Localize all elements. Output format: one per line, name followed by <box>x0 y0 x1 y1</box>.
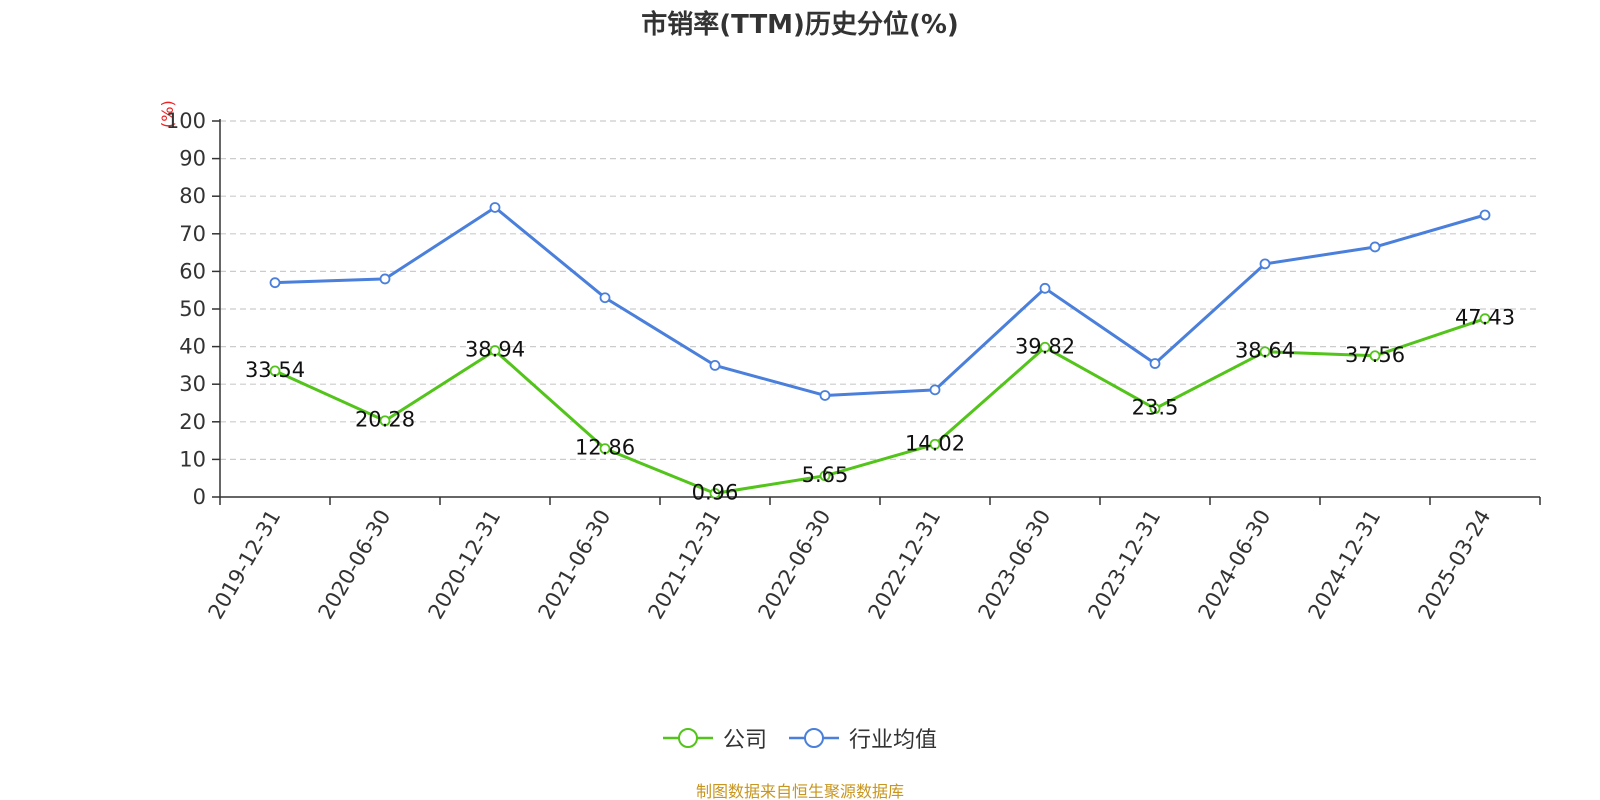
y-tick-label: 40 <box>179 335 206 359</box>
legend-label-industry-avg: 行业均值 <box>849 728 938 753</box>
data-label: 39.82 <box>1015 334 1075 358</box>
x-tick-label: 2022-06-30 <box>754 506 836 624</box>
data-point <box>1369 241 1381 253</box>
data-point <box>929 384 941 396</box>
x-tick-label: 2023-12-31 <box>1084 506 1166 624</box>
x-tick-label: 2020-06-30 <box>314 506 396 624</box>
data-point <box>1039 282 1051 294</box>
data-point <box>269 365 281 377</box>
legend-label-company: 公司 <box>722 728 767 753</box>
y-tick-label: 0 <box>193 485 206 509</box>
legend-line-circle-icon <box>662 728 713 748</box>
data-point <box>1479 313 1491 325</box>
x-tick-label: 2021-12-31 <box>644 506 726 624</box>
y-tick-label: 60 <box>179 259 206 283</box>
data-point <box>1149 403 1161 415</box>
x-tick-label: 2024-12-31 <box>1304 506 1386 624</box>
x-tick-label: 2022-12-31 <box>864 506 946 624</box>
data-label: 5.65 <box>802 463 849 487</box>
source-note: 制图数据来自恒生聚源数据库 <box>695 782 904 800</box>
y-tick-label: 20 <box>179 410 206 434</box>
series-line-0 <box>274 317 1486 495</box>
series-layer <box>269 202 1491 499</box>
data-label: 47.43 <box>1455 306 1515 330</box>
data-point <box>1149 358 1161 369</box>
data-point <box>819 390 831 401</box>
data-label: 14.02 <box>905 431 965 455</box>
legend-line-circle-icon <box>789 728 839 748</box>
data-point <box>489 202 501 213</box>
data-point <box>1369 350 1381 362</box>
legend-item-industry-avg[interactable]: 行业均值 <box>789 722 937 754</box>
chart-title: 市销率(TTM)历史分位(%) <box>641 10 959 40</box>
data-point <box>929 438 941 450</box>
y-tick-label: 50 <box>179 297 206 321</box>
data-label: 38.94 <box>465 338 525 362</box>
data-label: 33.54 <box>245 358 305 382</box>
x-tick-label: 2025-03-24 <box>1414 506 1496 624</box>
data-point <box>1039 341 1051 353</box>
data-point <box>489 345 501 356</box>
x-tick-label: 2024-06-30 <box>1194 506 1276 624</box>
y-tick-label: 30 <box>179 372 206 396</box>
data-label: 23.5 <box>1132 396 1179 420</box>
data-label: 37.56 <box>1345 343 1405 367</box>
series-line-1 <box>274 205 1486 397</box>
legend: 公司 行业均值 <box>0 722 1600 754</box>
axis-layer: 0 10 20 30 40 50 60 70 80 90 100 2019-12-31 2020-06-… <box>166 109 1541 624</box>
x-tick-label: 2023-06-30 <box>974 506 1056 624</box>
y-tick-label: 100 <box>166 109 206 133</box>
data-point <box>1479 209 1491 221</box>
x-tick-label: 2019-12-31 <box>204 506 286 624</box>
data-point <box>709 487 721 499</box>
y-tick-label: 90 <box>179 147 206 171</box>
y-tick-label: 10 <box>179 447 206 471</box>
y-tick-label: 70 <box>179 222 206 246</box>
data-label: 38.64 <box>1235 339 1295 363</box>
data-point <box>379 415 391 427</box>
data-point <box>709 359 721 371</box>
x-tick-label: 2020-12-31 <box>424 506 506 624</box>
legend-item-company[interactable]: 公司 <box>662 722 767 754</box>
data-point <box>599 443 611 455</box>
data-point <box>269 277 281 289</box>
data-label-layer: 33.54 20.28 38.94 12.86 0.96 5.65 14.02 39.82 23… <box>245 306 1515 505</box>
grid-layer <box>220 120 1540 460</box>
data-point <box>379 273 391 285</box>
data-label: 20.28 <box>355 408 415 432</box>
data-point <box>819 470 831 482</box>
data-point <box>1259 258 1271 270</box>
x-tick-label: 2021-06-30 <box>534 506 616 624</box>
data-point <box>1259 346 1271 358</box>
data-point <box>599 292 611 304</box>
data-label: 0.96 <box>692 480 739 504</box>
data-label: 12.86 <box>575 436 635 460</box>
y-tick-label: 80 <box>179 184 206 208</box>
